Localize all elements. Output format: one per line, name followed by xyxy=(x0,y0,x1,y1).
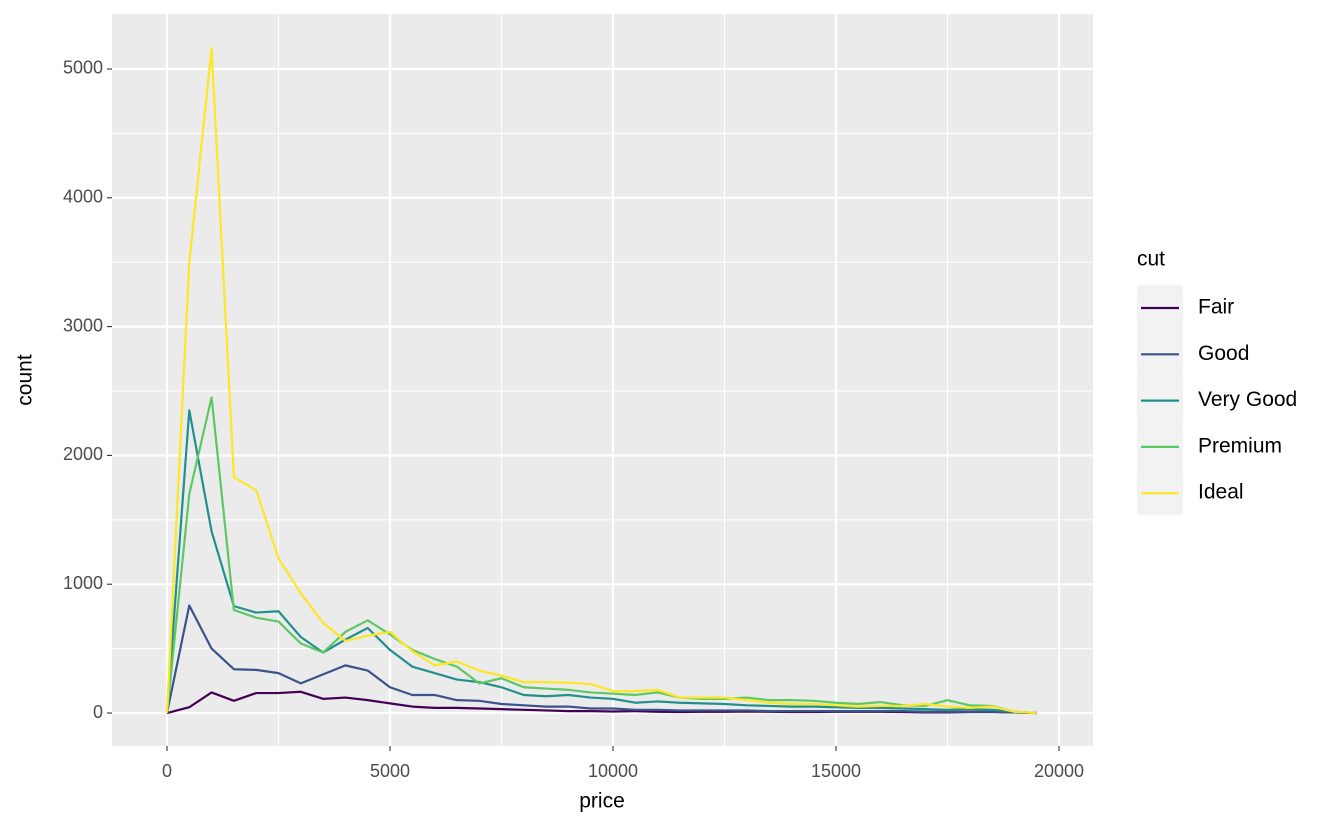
legend-label: Ideal xyxy=(1198,481,1244,504)
lines xyxy=(165,47,1037,715)
series-line xyxy=(165,47,1037,715)
x-tick-label: 15000 xyxy=(811,761,861,781)
x-tick-label: 10000 xyxy=(588,761,638,781)
series-line xyxy=(165,409,1037,715)
x-axis-title: price xyxy=(579,790,625,813)
x-tick-label: 5000 xyxy=(370,761,410,781)
y-tick-label: 4000 xyxy=(63,187,103,207)
panel xyxy=(112,14,1093,746)
legend: cut Fair Good Very Good Premium Ideal xyxy=(1137,248,1297,515)
series-line xyxy=(165,396,1037,715)
legend-label: Premium xyxy=(1198,434,1282,457)
y-tick-label: 5000 xyxy=(63,58,103,78)
legend-title: cut xyxy=(1137,248,1165,271)
x-tick-label: 20000 xyxy=(1034,761,1084,781)
x-tick-label: 0 xyxy=(162,761,172,781)
legend-label: Fair xyxy=(1198,296,1234,319)
series-line xyxy=(165,604,1037,715)
legend-label: Good xyxy=(1198,342,1249,365)
y-tick-label: 2000 xyxy=(63,444,103,464)
y-tick-label: 3000 xyxy=(63,315,103,335)
y-axis-title: count xyxy=(14,354,37,406)
y-tick-label: 1000 xyxy=(63,573,103,593)
grid xyxy=(112,14,1093,746)
y-tick-label: 0 xyxy=(93,702,103,722)
legend-label: Very Good xyxy=(1198,388,1297,411)
